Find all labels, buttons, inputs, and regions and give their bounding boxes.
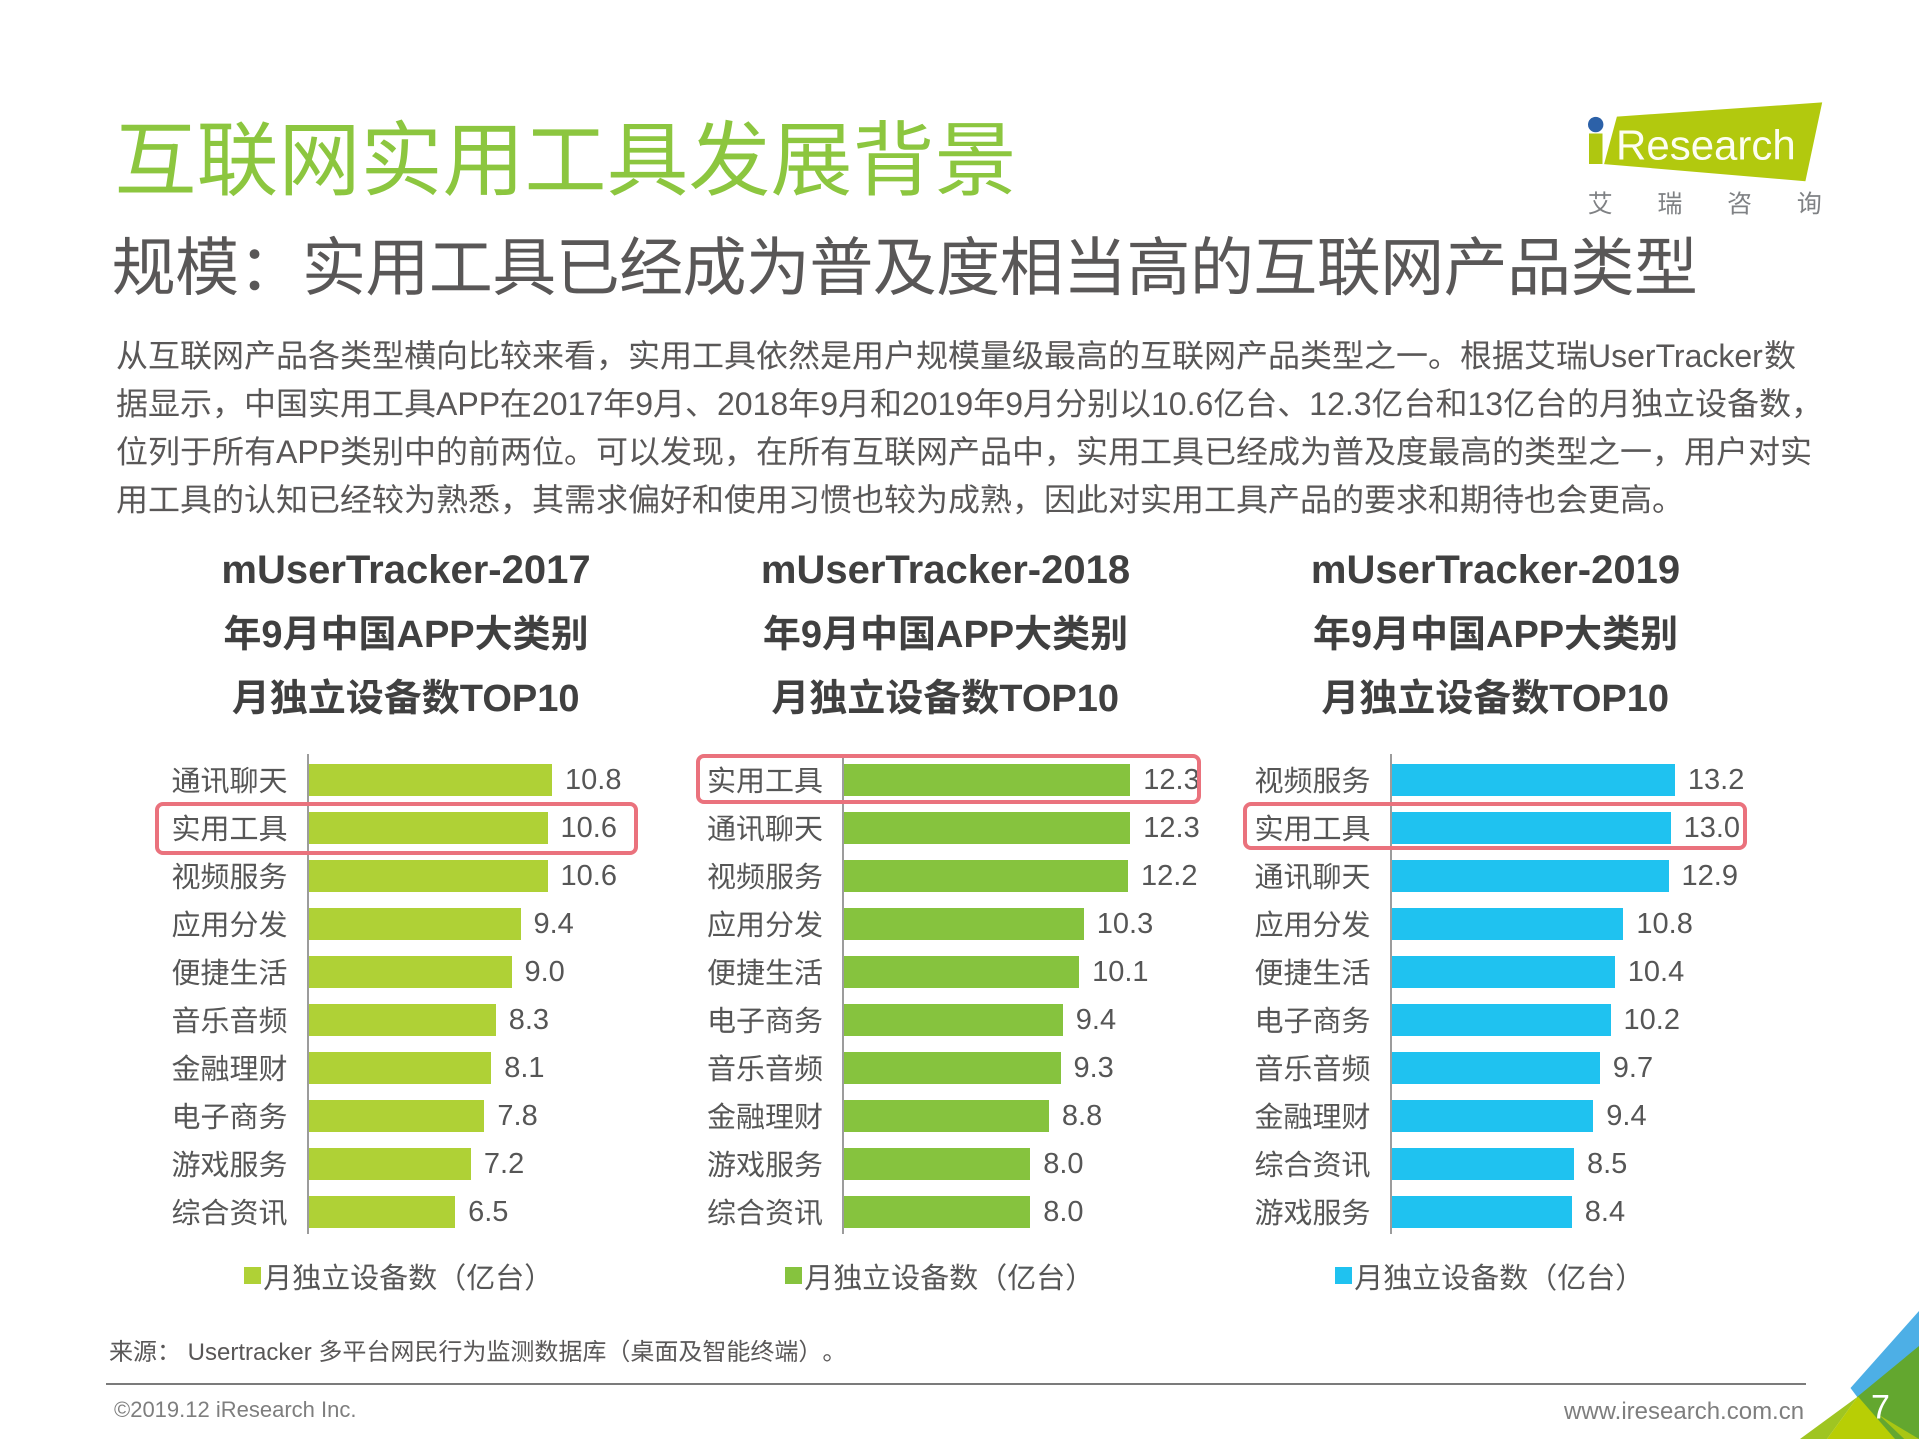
svg-text:9: 9 [1005, 386, 1023, 422]
svg-text:2017: 2017 [532, 386, 603, 422]
svg-text:9: 9 [1351, 614, 1372, 656]
svg-text:Usertracker: Usertracker [181, 1339, 318, 1366]
svg-text:TOP10: TOP10 [460, 678, 580, 720]
svg-text:APP: APP [276, 434, 340, 470]
svg-text:13: 13 [1468, 386, 1504, 422]
svg-text:APP: APP [936, 614, 1014, 656]
svg-text:UserTracker: UserTracker [1588, 338, 1763, 374]
svg-text:9: 9 [820, 386, 838, 422]
svg-text:Research: Research [1616, 122, 1796, 169]
svg-text:APP: APP [436, 386, 500, 422]
svg-text:7: 7 [1871, 1389, 1890, 1427]
svg-text:10.6: 10.6 [1151, 386, 1213, 422]
svg-text:2018: 2018 [717, 386, 788, 422]
svg-text:9: 9 [261, 614, 282, 656]
svg-text:APP: APP [1486, 614, 1564, 656]
svg-text:12.3: 12.3 [1309, 386, 1371, 422]
svg-text:APP: APP [397, 614, 475, 656]
svg-text:9: 9 [635, 386, 653, 422]
svg-text:TOP10: TOP10 [1549, 678, 1669, 720]
svg-text:2019: 2019 [902, 386, 973, 422]
svg-text:TOP10: TOP10 [999, 678, 1119, 720]
svg-text:9: 9 [801, 614, 822, 656]
